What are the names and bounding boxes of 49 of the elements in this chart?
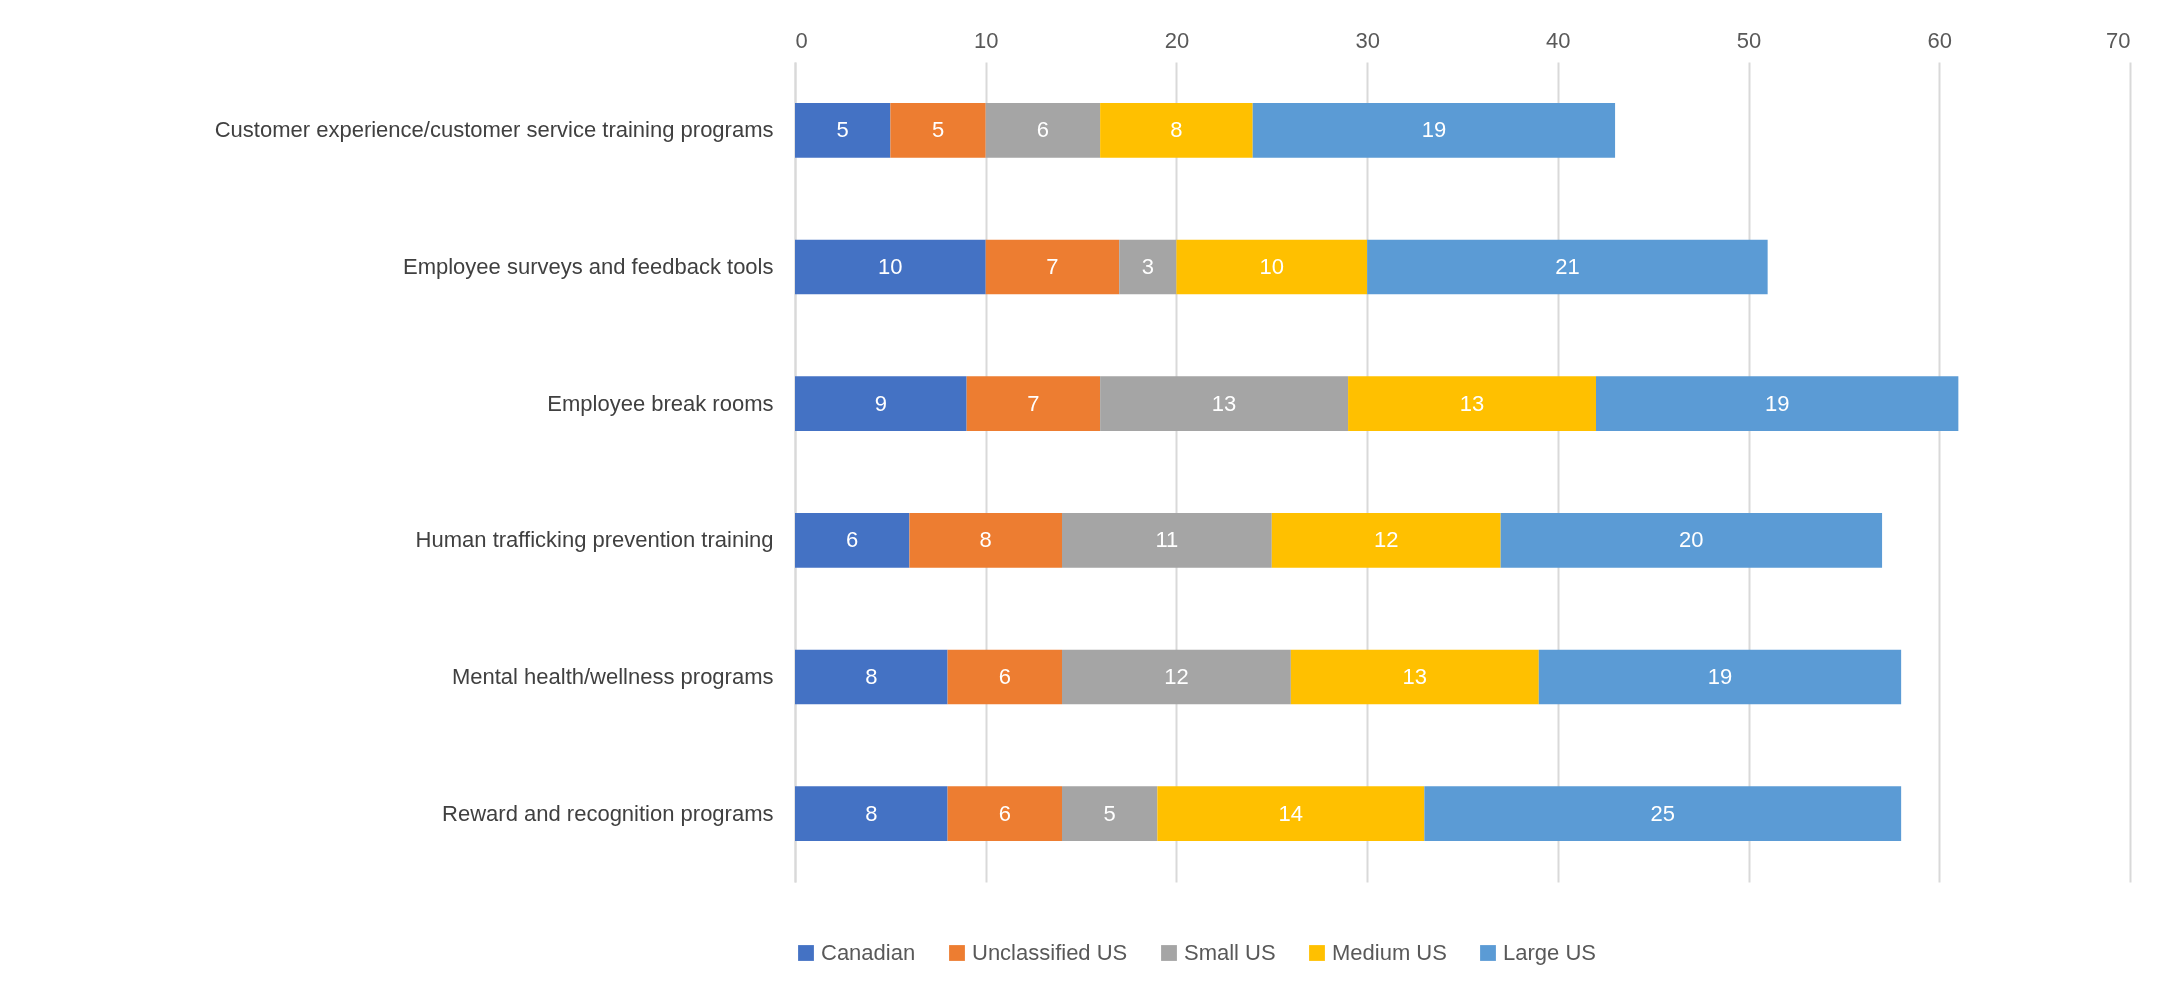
data-label: 12 bbox=[1373, 527, 1399, 553]
y-tick-label: Employee surveys and feedback tools bbox=[402, 254, 774, 279]
data-label: 11 bbox=[1155, 527, 1179, 553]
data-label: 13 bbox=[1402, 664, 1428, 689]
data-label: 13 bbox=[1211, 390, 1237, 416]
data-label: 20 bbox=[1679, 527, 1704, 553]
data-label: 19 bbox=[1707, 664, 1733, 689]
data-label: 7 bbox=[1027, 390, 1040, 416]
data-label: 19 bbox=[1764, 390, 1790, 416]
data-label: 25 bbox=[1650, 800, 1675, 826]
y-tick-label: Employee break rooms bbox=[547, 390, 774, 416]
data-label: 21 bbox=[1555, 254, 1580, 279]
data-label: 10 bbox=[1259, 254, 1285, 279]
y-tick-label: Customer experience/customer service training programs bbox=[214, 117, 774, 143]
legend-label: Large US bbox=[1503, 940, 1596, 965]
x-tick-label: 30 bbox=[1355, 27, 1380, 53]
data-label: 10 bbox=[878, 254, 903, 279]
y-tick-label: Reward and recognition programs bbox=[442, 800, 774, 826]
data-label: 6 bbox=[998, 800, 1011, 826]
x-tick-label: 10 bbox=[973, 27, 999, 53]
data-label: 19 bbox=[1421, 117, 1447, 143]
legend-label: Canadian bbox=[821, 940, 916, 965]
legend-label: Small US bbox=[1184, 940, 1276, 965]
data-label: 14 bbox=[1278, 800, 1304, 826]
data-label: 5 bbox=[931, 117, 945, 143]
x-tick-label: 20 bbox=[1164, 27, 1190, 53]
data-label: 6 bbox=[1036, 117, 1050, 143]
y-tick-label: Mental health/wellness programs bbox=[451, 664, 774, 689]
x-tick-label: 60 bbox=[1927, 27, 1953, 53]
data-label: 9 bbox=[874, 390, 887, 416]
data-label: 6 bbox=[846, 527, 859, 553]
data-label: 12 bbox=[1164, 664, 1189, 689]
data-label: 5 bbox=[836, 117, 849, 143]
data-label: 5 bbox=[1103, 800, 1116, 826]
x-tick-label: 50 bbox=[1736, 27, 1762, 53]
x-tick-label: 70 bbox=[2106, 27, 2131, 53]
data-label: 3 bbox=[1141, 254, 1154, 279]
data-label: 8 bbox=[979, 527, 992, 553]
x-tick-label: 0 bbox=[795, 27, 808, 53]
data-label: 8 bbox=[865, 664, 878, 689]
x-tick-label: 40 bbox=[1546, 27, 1571, 53]
legend-label: Medium US bbox=[1332, 940, 1447, 965]
data-label: 13 bbox=[1459, 390, 1485, 416]
data-label: 8 bbox=[1170, 117, 1183, 143]
legend-label: Unclassified US bbox=[972, 940, 1128, 965]
data-label: 7 bbox=[1046, 254, 1059, 279]
y-tick-label: Human trafficking prevention training bbox=[415, 527, 774, 553]
data-label: 6 bbox=[998, 664, 1011, 689]
data-label: 8 bbox=[865, 800, 878, 826]
